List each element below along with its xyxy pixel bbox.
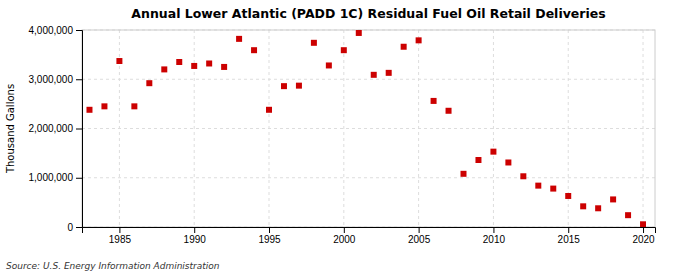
tick-mark bbox=[76, 30, 82, 31]
tick-label: 2010 bbox=[483, 234, 506, 245]
grid-line bbox=[418, 30, 419, 227]
grid-line bbox=[194, 30, 195, 227]
point bbox=[176, 59, 182, 65]
tick: 2005 bbox=[408, 227, 431, 245]
tick-mark bbox=[568, 227, 569, 233]
tick-mark bbox=[194, 227, 195, 233]
point bbox=[86, 107, 92, 113]
tick: 2020 bbox=[632, 227, 655, 245]
point bbox=[461, 171, 467, 177]
point bbox=[296, 83, 302, 89]
point bbox=[610, 196, 616, 202]
tick-mark bbox=[119, 227, 120, 233]
grid bbox=[82, 30, 655, 227]
tick: 4,000,000 bbox=[29, 25, 83, 36]
point bbox=[326, 62, 332, 68]
point bbox=[116, 58, 122, 64]
point bbox=[221, 64, 227, 70]
tick: 2,000,000 bbox=[29, 123, 83, 134]
point bbox=[520, 173, 526, 179]
tick-label: 2,000,000 bbox=[29, 123, 74, 134]
axis-line bbox=[76, 31, 83, 228]
tick-mark bbox=[76, 79, 82, 80]
point bbox=[640, 221, 646, 227]
point bbox=[191, 63, 197, 69]
tick-label: 0 bbox=[67, 222, 73, 233]
plot-frame bbox=[82, 30, 655, 227]
source: Source: U.S. Energy Information Administ… bbox=[6, 261, 220, 271]
point bbox=[236, 36, 242, 42]
grid-line bbox=[82, 79, 655, 80]
point bbox=[475, 157, 481, 163]
tick-label: 1990 bbox=[184, 234, 207, 245]
y-axis-title: Thousand Gallons bbox=[5, 84, 16, 174]
tick-mark bbox=[76, 178, 82, 179]
tick-label: 2020 bbox=[632, 234, 655, 245]
tick: 2015 bbox=[558, 227, 581, 245]
grid-line bbox=[82, 177, 655, 178]
grid-line bbox=[493, 30, 494, 227]
point bbox=[580, 203, 586, 209]
point bbox=[505, 159, 511, 165]
point bbox=[595, 205, 601, 211]
point bbox=[446, 108, 452, 114]
tick-mark bbox=[76, 129, 82, 130]
tick: 1,000,000 bbox=[29, 172, 83, 183]
chart: 1985 1990 1995 2000 2005 2010 2015 2020 0 1,000,0… bbox=[0, 0, 675, 275]
point bbox=[206, 60, 212, 66]
point bbox=[266, 107, 272, 113]
tick-mark bbox=[493, 227, 494, 233]
x-axis: 1985 1990 1995 2000 2005 2010 2015 2020 bbox=[83, 227, 656, 245]
point bbox=[161, 66, 167, 72]
grid-line bbox=[643, 30, 644, 227]
point bbox=[146, 80, 152, 86]
point bbox=[550, 186, 556, 192]
tick: 1985 bbox=[109, 227, 132, 245]
tick: 2000 bbox=[333, 227, 356, 245]
tick: 0 bbox=[67, 222, 82, 233]
grid-line bbox=[343, 30, 344, 227]
grid-line bbox=[269, 30, 270, 227]
title: Annual Lower Atlantic (PADD 1C) Residual… bbox=[131, 6, 605, 21]
grid-line bbox=[82, 128, 655, 129]
point bbox=[490, 149, 496, 155]
point bbox=[625, 212, 631, 218]
point bbox=[371, 72, 377, 78]
tick-mark bbox=[269, 227, 270, 233]
y-axis: 0 1,000,000 2,000,000 3,000,000 4,000,000 bbox=[29, 25, 83, 233]
axis-line bbox=[83, 228, 656, 234]
point bbox=[416, 37, 422, 43]
tick-label: 2000 bbox=[333, 234, 356, 245]
point bbox=[281, 83, 287, 89]
points bbox=[86, 30, 646, 227]
tick: 3,000,000 bbox=[29, 74, 83, 85]
tick-label: 3,000,000 bbox=[29, 74, 74, 85]
tick: 1995 bbox=[258, 227, 281, 245]
point bbox=[101, 103, 107, 109]
tick: 2010 bbox=[483, 227, 506, 245]
plot-area: 1985 1990 1995 2000 2005 2010 2015 2020 0 1,000,0… bbox=[29, 25, 656, 245]
point bbox=[311, 40, 317, 46]
point bbox=[341, 47, 347, 53]
point bbox=[386, 70, 392, 76]
tick-label: 4,000,000 bbox=[29, 25, 74, 36]
tick-mark bbox=[76, 227, 82, 228]
tick: 1990 bbox=[184, 227, 207, 245]
point bbox=[356, 30, 362, 36]
point bbox=[431, 98, 437, 104]
point bbox=[401, 44, 407, 50]
tick-mark bbox=[419, 227, 420, 233]
tick-label: 1995 bbox=[258, 234, 281, 245]
tick-label: 2005 bbox=[408, 234, 431, 245]
tick-label: 1,000,000 bbox=[29, 172, 74, 183]
point bbox=[251, 47, 257, 53]
tick-label: 2015 bbox=[558, 234, 581, 245]
tick-mark bbox=[344, 227, 345, 233]
tick-mark bbox=[643, 227, 644, 233]
point bbox=[535, 183, 541, 189]
point bbox=[131, 103, 137, 109]
point bbox=[565, 193, 571, 199]
tick-label: 1985 bbox=[109, 234, 132, 245]
